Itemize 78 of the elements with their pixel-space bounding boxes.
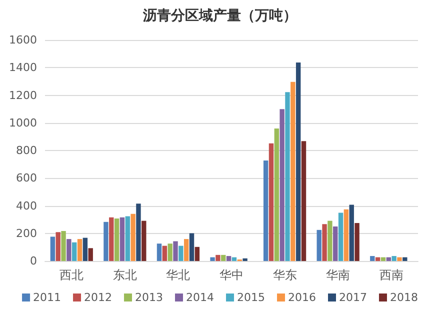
bar (380, 257, 386, 261)
bar (184, 239, 189, 261)
legend-label: 2017 (338, 291, 367, 304)
bar (66, 239, 72, 261)
bar (178, 246, 184, 261)
bar (162, 246, 168, 261)
bar (397, 257, 402, 261)
bar (375, 257, 380, 261)
bar (109, 217, 114, 261)
bar (268, 143, 274, 261)
bar (173, 241, 178, 261)
bar (72, 242, 77, 261)
y-tick-label: 800 (16, 144, 37, 157)
bar (210, 257, 215, 261)
bar (232, 257, 237, 261)
x-tick-label: 华北 (166, 268, 190, 282)
bar (77, 239, 82, 261)
x-tick-label: 西北 (60, 268, 84, 282)
bar (130, 214, 136, 261)
bar (333, 226, 338, 261)
legend-label: 2016 (288, 291, 316, 304)
y-tick-label: 1000 (9, 116, 37, 130)
bar (120, 217, 125, 261)
bar (189, 233, 194, 261)
bar (61, 231, 66, 261)
y-tick-label: 400 (16, 199, 37, 212)
bar (136, 204, 141, 261)
bar (82, 238, 88, 261)
bar (88, 248, 93, 261)
bar (290, 82, 296, 261)
bar (301, 141, 306, 261)
bar (392, 256, 396, 261)
bar (104, 222, 108, 261)
bar (156, 244, 162, 261)
legend-label: 2014 (186, 291, 214, 304)
legend-label: 2012 (84, 291, 112, 304)
chart-title: 沥青分区域产量（万吨） (142, 7, 297, 24)
bar (216, 254, 220, 261)
bar (56, 232, 60, 261)
bar (296, 62, 301, 261)
x-tick-label: 华东 (272, 268, 297, 282)
bar (285, 92, 290, 261)
x-tick-label: 西南 (379, 268, 404, 282)
x-tick-label: 华南 (326, 268, 350, 282)
y-tick-label: 1200 (9, 88, 37, 102)
x-tick-label: 东北 (112, 268, 137, 282)
bar (125, 216, 130, 261)
y-tick-label: 200 (16, 226, 37, 240)
bar (386, 257, 392, 261)
bar (354, 223, 360, 261)
legend-label: 2015 (237, 291, 265, 304)
bar (316, 230, 322, 261)
bar (328, 220, 332, 261)
bar (370, 256, 375, 261)
bar (280, 109, 284, 261)
legend-label: 2013 (135, 291, 164, 304)
bar (226, 256, 232, 261)
y-tick-label: 1400 (9, 61, 37, 74)
bar (338, 212, 344, 261)
bar (344, 209, 349, 261)
bar (221, 254, 226, 261)
bar (349, 204, 354, 261)
y-tick-label: 1600 (9, 34, 37, 46)
x-tick-label: 华中 (220, 268, 244, 282)
bar (274, 128, 280, 261)
y-tick-label: 600 (16, 172, 37, 185)
bar (142, 220, 146, 261)
legend-label: 2011 (33, 291, 62, 304)
bar (168, 244, 172, 261)
y-tick-label: 0 (30, 254, 37, 268)
bar (402, 257, 408, 261)
bar (50, 236, 56, 261)
legend-label: 2018 (390, 291, 418, 304)
bar (242, 258, 248, 261)
bar (322, 224, 327, 261)
bar (263, 160, 268, 261)
bar (194, 246, 200, 261)
bar (114, 218, 120, 261)
